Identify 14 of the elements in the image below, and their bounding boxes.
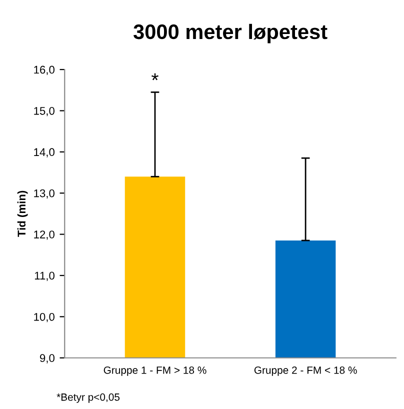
y-tick-label: 14,0 (34, 148, 54, 158)
y-axis-title: Tid (min) (17, 190, 28, 237)
text: *Betyr p<0,05 (56, 393, 120, 403)
y-tick-label: 9,0 (40, 354, 54, 364)
annotation: * (152, 73, 158, 80)
y-tick-label: 12,0 (34, 230, 54, 240)
y-tick-label: 13,0 (34, 189, 54, 199)
y-tick-label: 11,0 (34, 272, 54, 281)
y-tick-label: 15,0 (34, 106, 54, 116)
y-tick-label: 16,0 (34, 66, 54, 75)
x-tick-label: Gruppe 2 - FM < 18 % (254, 366, 357, 376)
chart-title: 3000 meter løpetest (133, 24, 328, 44)
y-tick-label: 10,0 (34, 312, 54, 322)
x-tick-label: Gruppe 1 - FM > 18 % (104, 366, 206, 376)
